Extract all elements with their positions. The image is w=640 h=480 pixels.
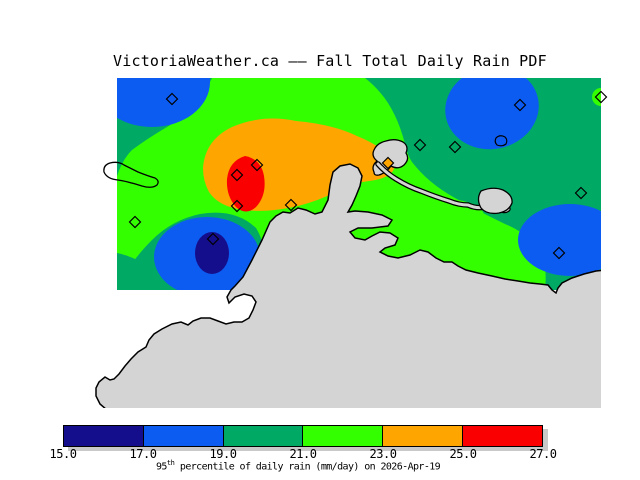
station-marker-highlighted [381, 156, 395, 170]
colorbar-segment-19-21 [222, 426, 303, 446]
colorbar-segment-17-19 [142, 426, 223, 446]
station-marker [230, 199, 244, 213]
colorbar-tick-label: 19.0 [209, 447, 237, 461]
colorbar-tick-label: 23.0 [369, 447, 397, 461]
station-marker [448, 140, 462, 154]
colorbar-tick-label: 21.0 [289, 447, 317, 461]
mainland [95, 163, 601, 408]
station-marker [206, 232, 220, 246]
inlet-land-patch [477, 187, 513, 215]
race-rocks-island-outline [103, 161, 159, 188]
station-marker [165, 92, 179, 106]
colorbar-segment-21-23 [302, 426, 383, 446]
contour-17-19-bottomright-low [518, 204, 601, 276]
station-markers-layer [128, 90, 608, 260]
colorbar [63, 425, 543, 447]
contour-19-21-corner [117, 253, 162, 290]
caption-number: 95 [156, 461, 167, 473]
contour-17-19-topleft-low [117, 78, 210, 127]
colorbar-tick-label: 27.0 [529, 447, 557, 461]
contour-15-17-navy-min [195, 232, 229, 274]
colorbar-segment-15-17 [64, 426, 143, 446]
colorbar-tick-label: 25.0 [449, 447, 477, 461]
station-marker [128, 215, 142, 229]
colorbar-tick-label: 15.0 [49, 447, 77, 461]
contour-21-23-edge-spot [592, 88, 601, 106]
station-marker [413, 138, 427, 152]
station-marker [552, 246, 566, 260]
station-marker [513, 98, 527, 112]
page-title: VictoriaWeather.ca –– Fall Total Daily R… [113, 52, 547, 70]
station-marker [250, 158, 264, 172]
colorbar-tick-label: 17.0 [129, 447, 157, 461]
caption-superscript: th [166, 459, 175, 467]
contour-17-19-topright-low [445, 78, 539, 150]
station-marker [230, 168, 244, 182]
station-marker [594, 90, 608, 104]
caption-text: percentile of daily rain (mm/day) on 202… [174, 461, 441, 473]
station-marker [284, 198, 298, 212]
station-marker [574, 186, 588, 200]
land-layer [95, 139, 601, 408]
colorbar-segment-23-25 [382, 426, 463, 446]
colorbar-segment-25-27 [462, 426, 542, 446]
small-island-outline [494, 135, 508, 147]
colorbar-caption: 95th percentile of daily rain (mm/day) o… [156, 459, 441, 473]
